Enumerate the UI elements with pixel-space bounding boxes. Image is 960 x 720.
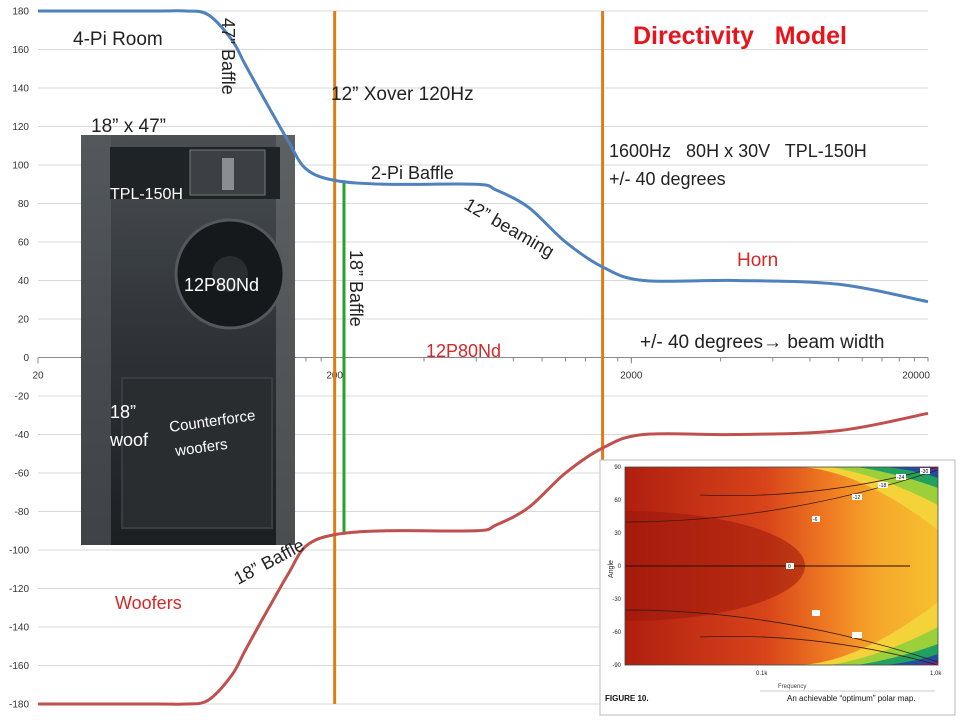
- y-tick-label: 20: [18, 315, 30, 326]
- y-tick-labels: 180 160 140 120 100 80 60 40 20 0 -20 -40 -60 -80 -100…: [9, 7, 29, 711]
- y-tick-label: 120: [12, 122, 29, 133]
- baffle18-vertical-label: 18” Baffle: [346, 250, 366, 327]
- polar-contour-label-24: -24: [897, 475, 904, 481]
- polar-contour-label-6: -6: [813, 517, 818, 523]
- y-tick-label: -60: [15, 469, 30, 480]
- polar-y-tick: 0: [618, 564, 622, 570]
- photo-midwoofer-label: 12P80Nd: [184, 275, 259, 295]
- polar-y-ticks: 90 60 30 0 -30 -60 -90: [612, 465, 621, 669]
- y-tick-label: 160: [12, 45, 29, 56]
- polar-caption: An achievable “optimum” polar map.: [787, 694, 916, 703]
- y-tick-label: 100: [12, 161, 29, 172]
- xover-label: 12” Xover 120Hz: [331, 84, 474, 105]
- y-tick-label: 140: [12, 84, 29, 95]
- series-lines: [37, 9, 929, 706]
- polar-y-tick: 30: [614, 531, 621, 537]
- arrow-icon: →: [763, 332, 782, 353]
- polar-x-axis-label: Frequency: [778, 684, 806, 690]
- x-tick-label: 2000: [620, 371, 643, 382]
- horn-spec-line1: 1600Hz 80H x 30V TPL-150H: [609, 141, 867, 161]
- photo-woof-line1: 18”: [110, 402, 136, 422]
- series-line-lower: [37, 411, 929, 706]
- y-tick-label: -140: [9, 623, 29, 634]
- beaming-label: 12” beaming: [461, 194, 558, 261]
- polar-x-tick-0: 0.1k: [756, 671, 768, 677]
- two-pi-label: 2-Pi Baffle: [371, 163, 454, 183]
- polar-contour-label-12: -12: [853, 495, 860, 501]
- polar-y-tick: 90: [614, 465, 621, 471]
- x-tick-label: 20: [32, 371, 44, 382]
- y-tick-label: 40: [18, 276, 30, 287]
- horn-spec-line2: +/- 40 degrees: [609, 169, 726, 189]
- polar-map-plot: 0 -6 -12 -18 -24 -30: [625, 467, 938, 665]
- y-tick-label: -80: [15, 507, 30, 518]
- x-tick-label: 20000: [902, 371, 930, 382]
- photo-woof-line2: woof: [109, 430, 149, 450]
- room-label: 4-Pi Room: [73, 29, 163, 50]
- y-tick-label: 60: [18, 238, 30, 249]
- polar-y-tick: -30: [612, 597, 621, 603]
- polar-y-tick: -60: [612, 630, 621, 636]
- photo-tweeter-label: TPL-150H: [110, 186, 183, 203]
- polar-contour-label-18: -18: [879, 483, 886, 489]
- baffle47-label: 47” Baffle: [218, 18, 238, 95]
- y-tick-label: -100: [9, 546, 29, 557]
- polar-y-tick: 60: [614, 498, 621, 504]
- woofer-model-label: 12P80Nd: [426, 341, 501, 361]
- y-tick-label: 80: [18, 199, 30, 210]
- horn-label: Horn: [737, 250, 778, 271]
- speaker-photo: TPL-150H 12P80Nd 18” woof Counterforce w…: [81, 135, 295, 545]
- chart-title: Directivity Model: [633, 22, 847, 50]
- series-line-upper: [37, 9, 929, 304]
- polar-figure-label: FIGURE 10.: [605, 694, 649, 703]
- y-tick-label: 180: [12, 7, 29, 18]
- beamwidth-label: +/- 40 degrees→ beam width: [640, 332, 885, 353]
- y-tick-label: -160: [9, 661, 29, 672]
- polar-contour-label-30: -30: [921, 469, 928, 475]
- woofers-label: Woofers: [115, 593, 182, 613]
- polar-x-tick-1: 1.0k: [930, 671, 942, 677]
- y-tick-label: -180: [9, 700, 29, 711]
- polar-y-axis-label: Angle: [608, 560, 615, 578]
- y-tick-label: -120: [9, 584, 29, 595]
- woofer-grille: [121, 377, 273, 529]
- size-label: 18” x 47”: [91, 116, 166, 137]
- y-tick-label: -40: [15, 430, 30, 441]
- y-tick-label: -20: [15, 392, 30, 403]
- polar-contour-label-0: 0: [788, 564, 791, 570]
- y-tick-label: 0: [23, 353, 29, 364]
- polar-y-tick: -90: [612, 663, 621, 669]
